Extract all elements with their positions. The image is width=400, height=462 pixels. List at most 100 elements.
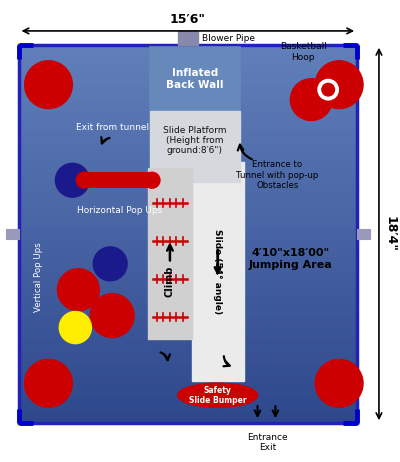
Bar (357, 229, 370, 239)
Circle shape (315, 61, 363, 109)
Circle shape (315, 77, 341, 103)
Bar (19, 224, 357, 229)
Bar (19, 300, 357, 305)
Text: 18′4": 18′4" (384, 216, 397, 252)
Text: Inflated
Back Wall: Inflated Back Wall (166, 68, 224, 90)
Bar (19, 191, 357, 196)
Bar (150, 47, 240, 110)
Bar (19, 380, 357, 385)
Bar (19, 153, 357, 158)
Circle shape (24, 61, 72, 109)
Bar (19, 139, 357, 144)
Bar (19, 167, 357, 172)
Bar (19, 413, 357, 419)
Bar (19, 163, 357, 168)
Bar (19, 125, 357, 130)
Bar (19, 385, 357, 390)
Bar (19, 366, 357, 371)
Bar (19, 210, 357, 215)
Bar (19, 267, 357, 272)
Bar (19, 238, 357, 243)
Bar (19, 314, 357, 319)
Bar (19, 110, 357, 116)
Bar (19, 129, 357, 135)
Bar (19, 356, 357, 362)
Bar (19, 271, 357, 277)
Bar (19, 342, 357, 347)
Bar (19, 73, 357, 78)
Text: Slide Platform
(Height from
ground:8′6"): Slide Platform (Height from ground:8′6") (163, 126, 226, 155)
Bar (19, 361, 357, 366)
Bar (19, 68, 357, 73)
Text: Basketball
Hoop: Basketball Hoop (280, 43, 327, 62)
Text: Entrance
Exit: Entrance Exit (247, 433, 288, 452)
Bar (19, 182, 357, 187)
Bar (19, 120, 357, 125)
Bar (19, 408, 357, 413)
Bar (19, 309, 357, 314)
Bar (19, 54, 357, 59)
Bar (19, 78, 357, 83)
Bar (19, 262, 357, 267)
Bar (19, 389, 357, 395)
Text: Blower Pipe: Blower Pipe (202, 34, 255, 43)
Circle shape (90, 294, 134, 338)
Bar (19, 295, 357, 300)
Bar (84, 172, 152, 188)
Bar (19, 276, 357, 281)
Bar (19, 404, 357, 409)
Bar (19, 101, 357, 106)
Bar (19, 201, 357, 206)
Bar (19, 328, 357, 333)
Bar (19, 243, 357, 248)
Ellipse shape (76, 172, 92, 188)
Bar (19, 172, 357, 177)
Text: Safety
Slide Bumper: Safety Slide Bumper (189, 386, 246, 405)
Bar (19, 281, 357, 286)
Bar (19, 97, 357, 102)
Bar (19, 304, 357, 310)
Bar (19, 394, 357, 400)
Bar (19, 352, 357, 357)
Bar (19, 214, 357, 220)
Bar (19, 347, 357, 352)
Bar (19, 196, 357, 201)
Text: 15′6": 15′6" (170, 13, 206, 26)
Text: Exit from tunnel: Exit from tunnel (76, 123, 149, 133)
Text: Horizontal Pop Ups: Horizontal Pop Ups (77, 206, 162, 215)
Bar (19, 252, 357, 258)
Ellipse shape (144, 172, 160, 188)
Circle shape (24, 359, 72, 407)
Bar (19, 91, 357, 97)
Bar (19, 229, 357, 234)
Bar (19, 290, 357, 296)
Bar (178, 31, 198, 45)
Circle shape (58, 269, 99, 310)
Bar (19, 177, 357, 182)
Bar (19, 116, 357, 121)
Bar (19, 286, 357, 291)
Text: Climb: Climb (165, 266, 175, 297)
Text: Slide (54° angle): Slide (54° angle) (213, 229, 222, 314)
Bar (19, 148, 357, 153)
Bar (19, 87, 357, 92)
Bar (150, 110, 240, 182)
Bar (19, 338, 357, 343)
Bar (19, 219, 357, 225)
Bar (19, 418, 357, 423)
Bar (19, 248, 357, 253)
Bar (19, 323, 357, 328)
Text: Vertical Pop Ups: Vertical Pop Ups (34, 242, 43, 312)
Bar (19, 82, 357, 87)
Bar (19, 257, 357, 262)
Bar (6, 229, 19, 239)
Bar (19, 205, 357, 210)
Bar (192, 162, 244, 381)
Text: Entrance to
Tunnel with pop-up
Obstacles: Entrance to Tunnel with pop-up Obstacles (236, 160, 319, 190)
Bar (19, 106, 357, 111)
Bar (19, 186, 357, 191)
Bar (148, 168, 192, 339)
Bar (19, 44, 357, 49)
Bar (19, 233, 357, 239)
Bar (19, 49, 357, 55)
